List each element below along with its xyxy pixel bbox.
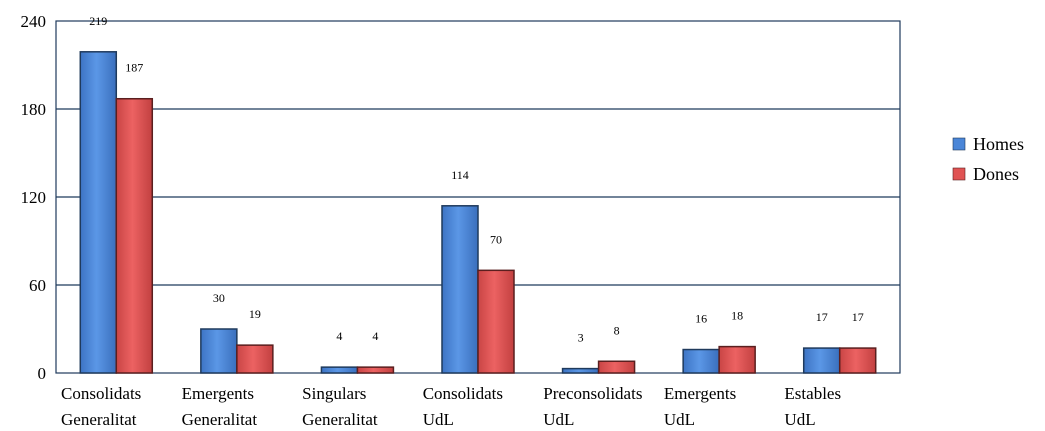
data-label: 16 [695, 312, 707, 326]
category-label: Generalitat [302, 410, 378, 429]
bar-homes-5 [682, 348, 720, 374]
data-label: 18 [731, 309, 743, 323]
y-tick-label: 120 [21, 188, 47, 207]
data-label: 30 [213, 291, 225, 305]
x-axis-categories: Consolidats Generalitat Emergents Generalit… [61, 384, 841, 429]
category-label: Singulars [302, 384, 366, 403]
bar-homes-1 [200, 328, 238, 374]
bar-dones-2 [356, 366, 395, 374]
data-label: 17 [816, 310, 828, 324]
category-label: UdL [784, 410, 815, 429]
legend-swatch-dones [952, 167, 966, 181]
category-label: Preconsolidats [543, 384, 642, 403]
data-label: 19 [249, 307, 261, 321]
bar-dones-6 [838, 347, 877, 374]
data-label: 4 [372, 329, 378, 343]
legend: Homes Dones [952, 134, 1024, 184]
bar-homes-6 [802, 347, 841, 374]
category-label: Emergents [182, 384, 254, 403]
y-tick-label: 240 [21, 12, 47, 31]
legend-swatch-homes [952, 137, 966, 151]
bar-homes-2 [320, 366, 359, 374]
bar-homes-4 [561, 367, 600, 374]
category-label: UdL [423, 410, 454, 429]
y-axis-ticks: 0 60 120 180 240 [21, 12, 47, 383]
bar-dones-1 [236, 344, 274, 374]
bar-dones-5 [718, 345, 756, 374]
category-label: Consolidats [61, 384, 141, 403]
category-label: Emergents [664, 384, 736, 403]
y-tick-label: 60 [29, 276, 46, 295]
category-label: Generalitat [182, 410, 258, 429]
data-label: 219 [89, 14, 107, 28]
category-label: Generalitat [61, 410, 137, 429]
data-label: 3 [578, 331, 584, 345]
bar-dones-4 [597, 360, 636, 374]
data-labels: 219 30 4 114 3 16 17 187 19 4 70 8 18 17 [89, 14, 863, 345]
data-label: 17 [852, 310, 864, 324]
bar-series [79, 51, 877, 374]
bar-dones-3 [477, 269, 515, 374]
data-label: 114 [451, 168, 469, 182]
bar-homes-0 [79, 51, 118, 374]
data-label: 8 [614, 323, 620, 337]
data-label: 187 [125, 61, 143, 75]
data-label: 70 [490, 232, 502, 246]
category-label: Consolidats [423, 384, 503, 403]
bar-homes-3 [441, 205, 479, 374]
category-label: UdL [664, 410, 695, 429]
y-tick-label: 180 [21, 100, 47, 119]
data-label: 4 [336, 329, 342, 343]
category-label: UdL [543, 410, 574, 429]
y-tick-label: 0 [38, 364, 47, 383]
legend-label: Dones [973, 164, 1019, 184]
bar-dones-0 [115, 97, 154, 374]
legend-label: Homes [973, 134, 1024, 154]
category-label: Estables [784, 384, 841, 403]
